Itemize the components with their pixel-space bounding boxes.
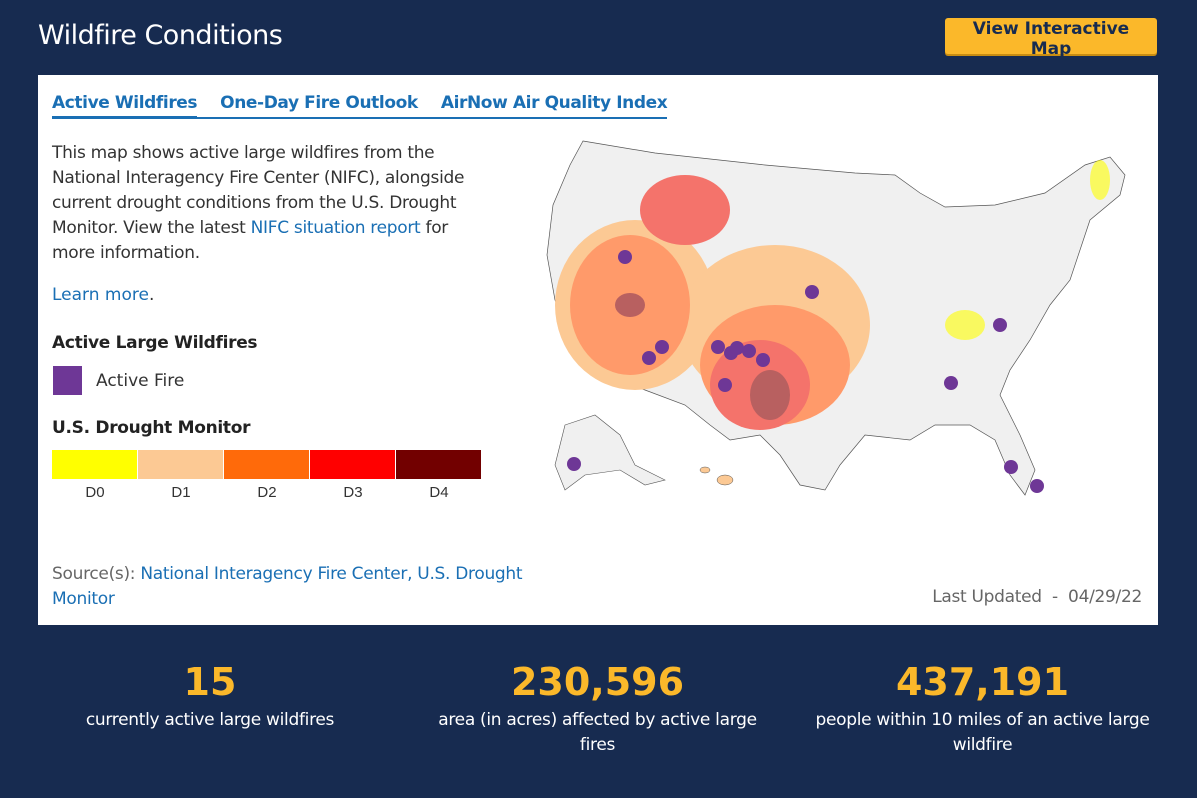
- description-text: This map shows active large wildfires fr…: [52, 143, 465, 238]
- fire-marker[interactable]: [742, 344, 756, 358]
- tab-active-wildfires[interactable]: Active Wildfires: [52, 93, 198, 119]
- last-updated-date: 04/29/22: [1068, 587, 1142, 607]
- source-citation: Source(s): National Interagency Fire Cen…: [52, 562, 552, 612]
- page-title: Wildfire Conditions: [38, 20, 283, 51]
- fire-marker[interactable]: [805, 285, 819, 299]
- stat-label: people within 10 miles of an active larg…: [815, 710, 1150, 755]
- alaska-outline: [554, 414, 666, 491]
- drought-d0-east: [945, 310, 985, 340]
- active-fire-label: Active Fire: [96, 371, 185, 391]
- hawaii-islands: [699, 466, 734, 486]
- drought-areas: [555, 160, 1110, 430]
- drought-swatch-d1: [138, 450, 224, 479]
- fire-marker[interactable]: [993, 318, 1007, 332]
- stat-value: 230,596: [510, 660, 685, 704]
- fire-marker[interactable]: [711, 340, 725, 354]
- view-interactive-map-button[interactable]: View Interactive Map: [945, 18, 1157, 59]
- tab-airnow-air-quality-index[interactable]: AirNow Air Quality Index: [440, 93, 668, 113]
- drought-scale-labels: D0 D1 D2 D3 D4: [52, 484, 482, 501]
- fire-marker[interactable]: [730, 341, 744, 355]
- stat-acres-affected: 230,596 area (in acres) affected by acti…: [430, 660, 765, 758]
- drought-fire-map[interactable]: [525, 135, 1155, 515]
- drought-d4-west: [615, 293, 645, 317]
- fire-marker[interactable]: [642, 351, 656, 365]
- learn-more: Learn more.: [52, 285, 154, 305]
- learn-more-link[interactable]: Learn more: [52, 285, 149, 305]
- stat-active-wildfires: 15 currently active large wildfires: [60, 660, 360, 733]
- drought-label-d1: D1: [171, 484, 191, 501]
- tab-bar: Active Wildfires One-Day Fire Outlook Ai…: [52, 93, 668, 119]
- fire-marker[interactable]: [756, 353, 770, 367]
- drought-label-d2: D2: [257, 484, 277, 501]
- fire-marker[interactable]: [1030, 479, 1044, 493]
- drought-label-d3: D3: [343, 484, 363, 501]
- map-description: This map shows active large wildfires fr…: [52, 141, 492, 266]
- drought-swatch-d4: [396, 450, 482, 479]
- source-link[interactable]: National Interagency Fire Center, U.S. D…: [52, 564, 523, 609]
- drought-legend-heading: U.S. Drought Monitor: [52, 418, 251, 438]
- fire-marker[interactable]: [618, 250, 632, 264]
- fire-marker[interactable]: [1004, 460, 1018, 474]
- active-fire-swatch: [53, 366, 82, 395]
- drought-swatch-d3: [310, 450, 396, 479]
- drought-d4-sw: [750, 370, 790, 420]
- drought-swatch-d2: [224, 450, 310, 479]
- stat-value: 15: [183, 660, 237, 704]
- fire-marker[interactable]: [655, 340, 669, 354]
- drought-label-d4: D4: [429, 484, 449, 501]
- last-updated-separator: -: [1051, 587, 1058, 607]
- description-text-end: for more information.: [52, 218, 449, 263]
- active-fire-markers: [567, 250, 1044, 493]
- drought-label-d0: D0: [85, 484, 105, 501]
- tab-one-day-fire-outlook[interactable]: One-Day Fire Outlook: [220, 93, 418, 113]
- learn-more-period: .: [148, 285, 155, 305]
- drought-color-scale: [52, 450, 482, 479]
- source-prefix: Source(s):: [52, 564, 141, 584]
- drought-d3-nw: [640, 175, 730, 245]
- nifc-situation-report-link[interactable]: NIFC situation report: [250, 218, 421, 238]
- drought-swatch-d0: [52, 450, 138, 479]
- stat-label: currently active large wildfires: [85, 710, 335, 730]
- map-card: Active Wildfires One-Day Fire Outlook Ai…: [38, 75, 1158, 625]
- last-updated: Last Updated - 04/29/22: [932, 587, 1142, 607]
- drought-d0-ne: [1090, 160, 1110, 200]
- stat-label: area (in acres) affected by active large…: [438, 710, 757, 755]
- fire-marker[interactable]: [944, 376, 958, 390]
- stat-people-nearby: 437,191 people within 10 miles of an act…: [810, 660, 1155, 758]
- fire-marker[interactable]: [718, 378, 732, 392]
- fires-legend-heading: Active Large Wildfires: [52, 333, 258, 353]
- last-updated-label: Last Updated: [932, 587, 1042, 607]
- stat-value: 437,191: [895, 660, 1070, 704]
- fire-marker[interactable]: [567, 457, 581, 471]
